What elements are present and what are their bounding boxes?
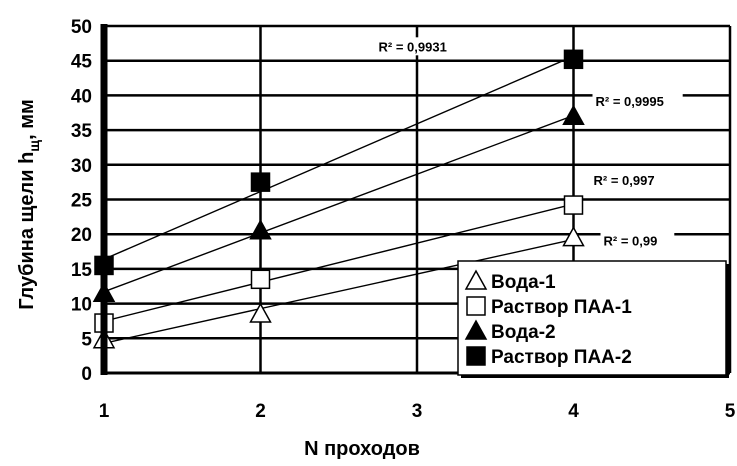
trendline (103, 238, 574, 344)
data-point (563, 49, 584, 70)
y-tick-label: 40 (71, 86, 92, 107)
data-point (249, 302, 272, 323)
legend-label: Раствор ПАА-1 (491, 297, 632, 318)
data-point (250, 172, 271, 192)
y-tick-label: 30 (71, 156, 92, 177)
legend-marker (466, 346, 486, 366)
y-axis-title-subscript: щ (26, 140, 42, 152)
y-axis-title-main: Глубина щели h (16, 152, 38, 310)
x-tick-label: 1 (99, 401, 110, 422)
x-tick-label: 5 (725, 401, 736, 422)
trendline (103, 55, 574, 260)
trendlines (103, 55, 574, 344)
legend-label: Вода-2 (491, 322, 556, 343)
y-tick-label: 0 (81, 364, 92, 385)
r2-label: R² = 0,997 (594, 173, 655, 188)
x-tick-label: 2 (255, 401, 266, 422)
y-tick-label: 25 (71, 191, 93, 212)
legend-marker (464, 269, 488, 290)
legend-marker (464, 319, 488, 340)
trendline (103, 114, 574, 293)
data-point (562, 104, 585, 125)
y-tick-label: 50 (71, 17, 92, 38)
r2-label: R² = 0,9995 (596, 94, 664, 109)
r2-label: R² = 0,9931 (379, 39, 447, 54)
data-point (249, 219, 272, 240)
r2-label: R² = 0,99 (604, 234, 658, 249)
legend-label: Вода-1 (491, 272, 556, 293)
data-point (562, 226, 585, 247)
legend-label: Раствор ПАА-2 (491, 347, 632, 368)
y-axis-title: Глубина щели hщ, мм (16, 99, 42, 310)
r2-label-background (600, 231, 675, 250)
legend: Вода-1 Раствор ПАА-1 Вода-2 Раствор ПАА-2 (457, 260, 729, 378)
legend-marker (466, 296, 486, 316)
y-tick-label: 35 (71, 121, 93, 142)
y-tick-label: 45 (71, 52, 93, 73)
y-axis-title-suffix: , мм (16, 99, 38, 140)
x-tick-label: 4 (568, 401, 579, 422)
r2-label-background (375, 37, 466, 56)
legend-box (457, 260, 727, 376)
trendline (103, 203, 574, 322)
y-tick-label: 10 (71, 295, 92, 316)
r2-label-background (590, 171, 673, 190)
y-tick-label: 5 (81, 329, 92, 350)
r2-label-background (592, 92, 683, 111)
y-tick-label: 15 (71, 260, 93, 281)
y-tick-label: 20 (71, 225, 92, 246)
x-axis-title: N проходов (304, 438, 420, 460)
r2-annotations: R² = 0,99 R² = 0,997 R² = 0,9995 R² = 0,993… (375, 37, 683, 250)
data-point (250, 269, 271, 290)
data-point (563, 195, 584, 215)
x-tick-label: 3 (412, 401, 423, 422)
